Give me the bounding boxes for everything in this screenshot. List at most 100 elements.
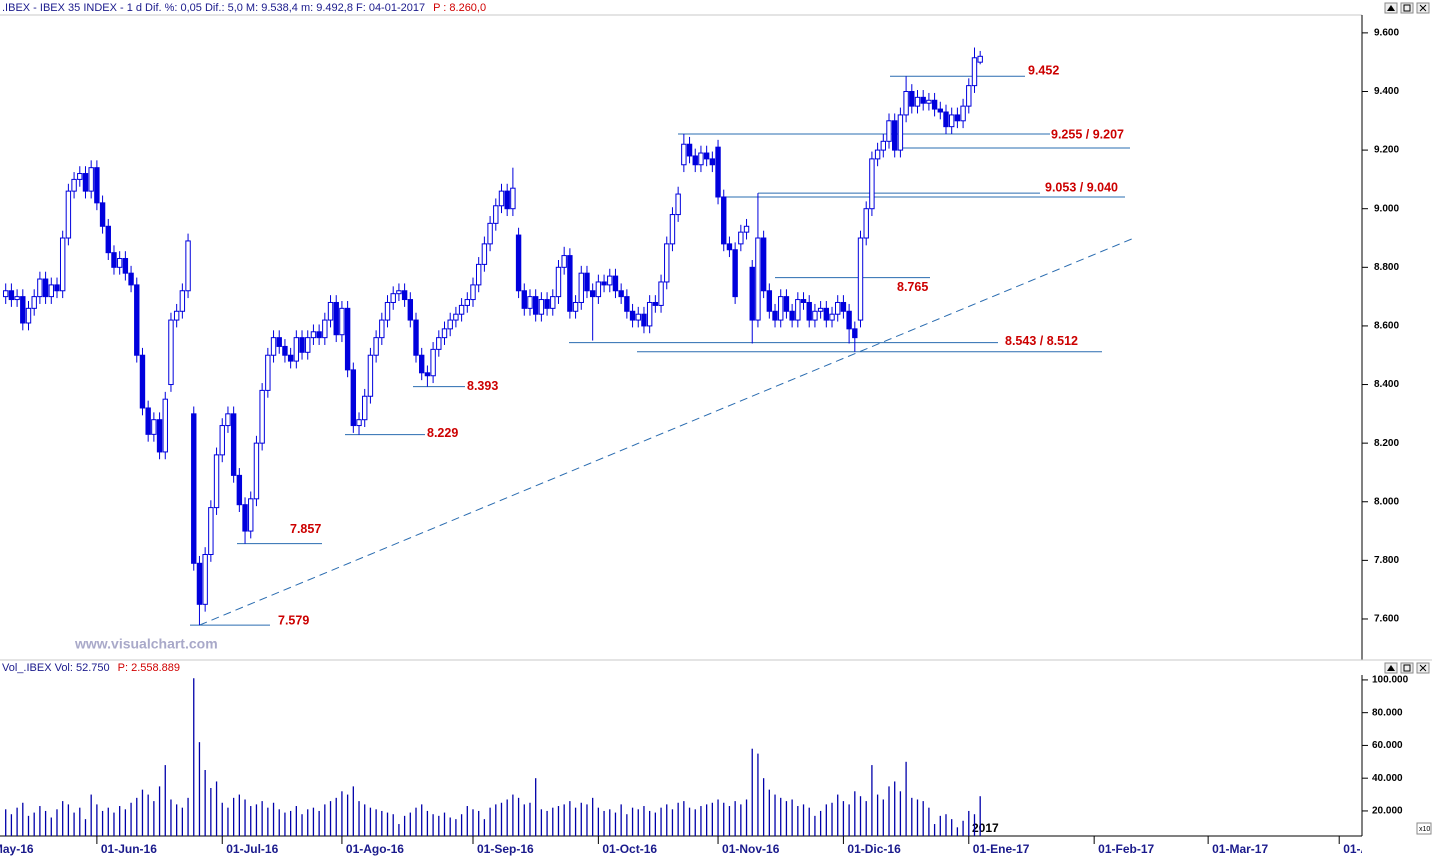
candle-body	[789, 310, 795, 321]
candle-body	[578, 272, 584, 303]
candle-body	[122, 258, 129, 274]
candle-body	[145, 407, 151, 435]
candle-body	[48, 284, 54, 298]
candle-body	[128, 272, 134, 286]
candle-body	[458, 304, 465, 315]
level-label: 8.393	[467, 379, 498, 393]
volume-y-tick-label: 80.000	[1372, 707, 1403, 718]
candle-body	[219, 425, 225, 456]
scale-note: x10	[1419, 826, 1430, 833]
candle-body	[612, 275, 619, 292]
candle-body	[94, 167, 100, 204]
candle-body	[111, 252, 117, 268]
x-tick-label: 01-Sep-16	[477, 842, 534, 856]
candle-body	[766, 290, 773, 312]
candle-body	[920, 96, 926, 104]
candle-body	[937, 108, 943, 113]
candle-body	[25, 307, 32, 324]
level-label: 9.255 / 9.207	[1051, 127, 1124, 141]
candle-body	[914, 96, 921, 107]
x-tick-label: 01-Feb-17	[1098, 842, 1154, 856]
candle-body	[829, 313, 835, 321]
x-tick-label: 01-Mar-17	[1212, 842, 1268, 856]
candle-body	[362, 395, 368, 421]
candle-body	[390, 293, 396, 303]
candle-body	[504, 190, 510, 210]
button-max[interactable]	[1400, 2, 1414, 14]
candle-body	[521, 290, 527, 309]
candle-body	[692, 155, 698, 166]
x-tick-label: 01-Jun-16	[101, 842, 157, 856]
chart-title-price: P : 8.260,0	[433, 2, 486, 14]
candle-body	[903, 90, 909, 116]
candle-body	[316, 331, 322, 339]
candle-body	[139, 354, 146, 409]
candle-body	[424, 372, 431, 377]
candle-body	[629, 310, 636, 321]
candle-body	[379, 319, 385, 339]
candle-body	[225, 413, 231, 427]
candle-body	[322, 319, 328, 339]
button-max[interactable]	[1400, 662, 1414, 674]
candle-body	[116, 258, 123, 268]
candle-body	[270, 337, 277, 356]
level-label: 7.857	[290, 522, 321, 536]
candle-body	[652, 301, 659, 306]
y-tick-label: 8.000	[1374, 496, 1399, 507]
candle-body	[8, 290, 15, 301]
y-tick-label: 9.400	[1374, 86, 1399, 97]
chart-title: .IBEX - IBEX 35 INDEX - 1 d Dif. %: 0,05…	[2, 2, 425, 14]
candle-body	[869, 158, 875, 210]
candle-body	[800, 299, 807, 303]
y-tick-label: 9.600	[1374, 28, 1399, 39]
x-tick-label: 01-Ago-16	[346, 842, 404, 856]
candle-body	[430, 348, 436, 377]
candle-body	[191, 413, 197, 564]
level-label: 9.452	[1028, 64, 1059, 78]
candle-body	[37, 278, 43, 298]
candle-body	[65, 190, 72, 239]
year-label: 2017	[972, 821, 999, 835]
candle-body	[42, 278, 49, 298]
candle-body	[618, 290, 624, 298]
x-tick-label: 01-Dic-16	[847, 842, 901, 856]
candle-body	[532, 296, 539, 315]
candle-body	[948, 114, 955, 128]
candle-body	[282, 345, 288, 356]
candle-body	[550, 296, 556, 309]
candle-body	[892, 120, 898, 151]
candle-body	[310, 331, 317, 339]
candle-body	[886, 120, 892, 142]
candle-body	[20, 296, 26, 324]
candle-body	[31, 296, 37, 309]
candle-body	[59, 237, 66, 292]
candle-body	[943, 111, 949, 128]
candle-body	[783, 296, 790, 312]
candle-body	[373, 337, 379, 356]
candle-body	[584, 272, 590, 292]
candle-body	[926, 99, 932, 104]
candle-body	[173, 310, 180, 321]
y-tick-label: 8.200	[1374, 438, 1399, 449]
candle-body	[356, 419, 362, 427]
candle-body	[384, 301, 391, 321]
candle-body	[14, 296, 20, 301]
icon	[1403, 664, 1411, 672]
icon	[1419, 664, 1427, 672]
window-buttons[interactable]	[1384, 2, 1430, 674]
y-tick-label: 8.600	[1374, 321, 1399, 332]
candle-body	[498, 190, 505, 207]
candle-body	[487, 222, 493, 245]
level-label: 8.229	[427, 426, 458, 440]
candle-body	[413, 319, 419, 356]
candle-body	[669, 214, 676, 245]
watermark: www.visualchart.com	[74, 636, 218, 652]
candle-body	[846, 310, 852, 330]
x-tick-label: 01-Jul-16	[226, 842, 278, 856]
candle-body	[2, 290, 9, 298]
candle-body	[732, 249, 738, 298]
volume-y-tick-label: 100.000	[1372, 675, 1409, 686]
candle-body	[635, 313, 641, 321]
candle-body	[327, 301, 334, 321]
